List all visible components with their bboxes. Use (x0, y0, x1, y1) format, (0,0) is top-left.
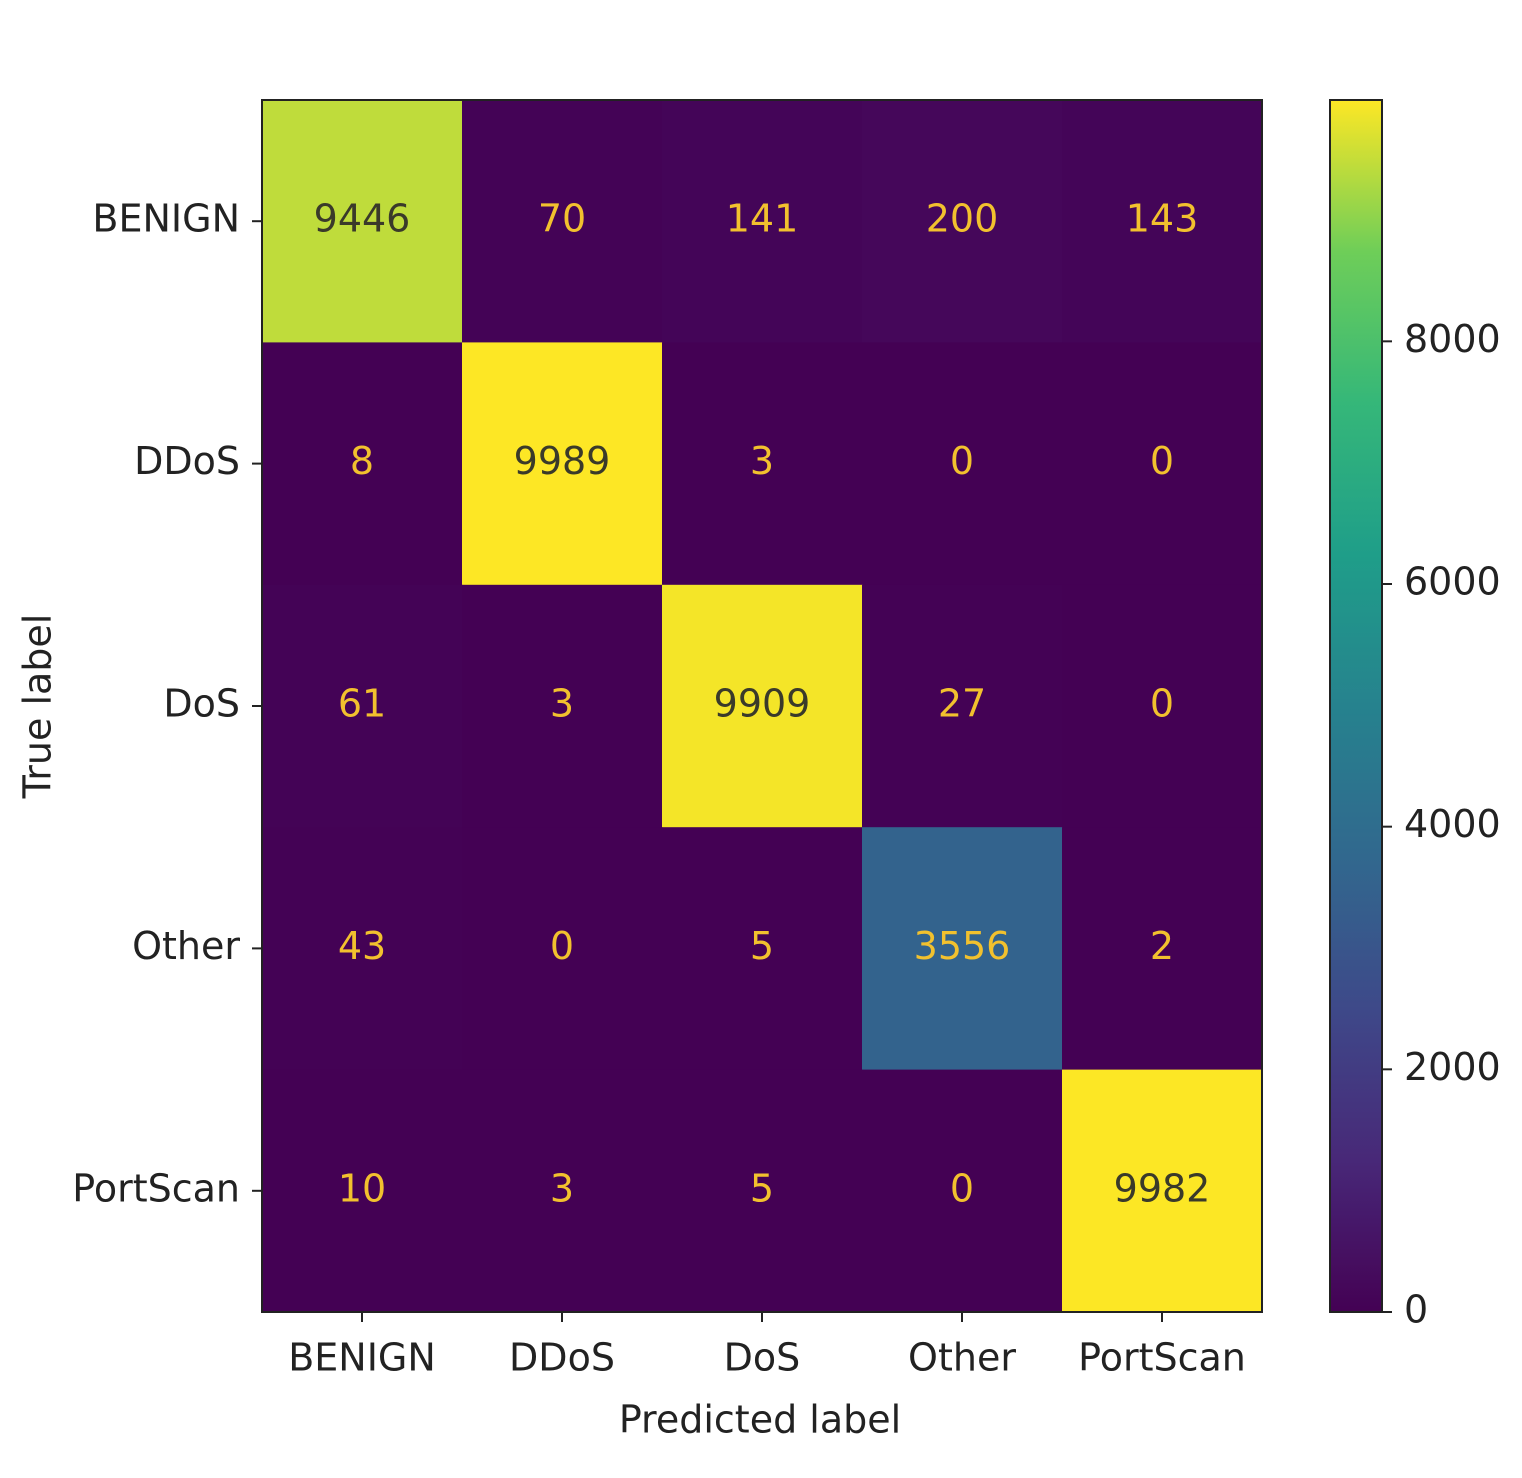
cell-value: 143 (1126, 197, 1199, 241)
colorbar-tick-label: 6000 (1404, 559, 1501, 603)
cell-value: 0 (950, 1166, 974, 1210)
y-tick-label: BENIGN (92, 197, 240, 241)
x-tick-label: DDoS (509, 1336, 615, 1380)
y-axis-label: True label (16, 614, 60, 800)
cell-value: 3 (550, 682, 574, 726)
heatmap-cell (862, 827, 1063, 1071)
x-tick-label: Other (908, 1336, 1016, 1380)
heatmap-cell (662, 584, 863, 828)
cell-value: 8 (350, 439, 374, 483)
heatmap-cell (1062, 584, 1263, 828)
cell-value: 70 (538, 197, 586, 241)
y-tick-label: DDoS (134, 439, 240, 483)
cell-value: 27 (938, 682, 986, 726)
cell-value: 61 (338, 682, 386, 726)
cell-value: 10 (338, 1166, 386, 1210)
colorbar (1329, 99, 1383, 1313)
heatmap-cell (662, 100, 863, 343)
heatmap-cell (1062, 100, 1263, 343)
heatmap-cell (462, 584, 663, 828)
heatmap-cell (462, 100, 663, 343)
heatmap-cell (862, 100, 1063, 343)
colorbar-tick-label: 2000 (1404, 1045, 1501, 1089)
heatmap-cell (262, 342, 463, 586)
colorbar-tick-label: 4000 (1404, 802, 1501, 846)
cell-value: 5 (750, 924, 774, 968)
colorbar-tick-label: 0 (1404, 1288, 1428, 1332)
cell-value: 200 (926, 197, 999, 241)
cell-value: 9989 (514, 439, 611, 483)
x-tick-label: PortScan (1078, 1336, 1246, 1380)
cell-value: 2 (1150, 924, 1174, 968)
heatmap-cell (862, 1069, 1063, 1313)
cell-value: 9982 (1114, 1166, 1211, 1210)
cell-value: 0 (1150, 682, 1174, 726)
cell-value: 43 (338, 924, 386, 968)
y-tick-label: PortScan (72, 1166, 240, 1210)
x-axis-label: Predicted label (619, 1398, 901, 1442)
heatmap-cell (462, 342, 663, 586)
y-tick-label: Other (132, 924, 240, 968)
heatmap-cell (262, 1069, 463, 1313)
heatmap-cell (662, 827, 863, 1071)
heatmap-cell (1062, 342, 1263, 586)
cell-value: 0 (1150, 439, 1174, 483)
heatmap-cell (862, 342, 1063, 586)
heatmap-cell (662, 1069, 863, 1313)
heatmap-cell (862, 584, 1063, 828)
heatmap-cell (1062, 1069, 1263, 1313)
cell-value: 5 (750, 1166, 774, 1210)
heatmap-cell (262, 584, 463, 828)
x-tick-label: BENIGN (288, 1336, 436, 1380)
x-tick-label: DoS (724, 1336, 801, 1380)
cell-value: 0 (550, 924, 574, 968)
cell-value: 9909 (714, 682, 811, 726)
cell-value: 3 (750, 439, 774, 483)
cell-value: 3 (550, 1166, 574, 1210)
cell-value: 141 (726, 197, 799, 241)
cell-value: 9446 (314, 197, 411, 241)
heatmap-cell (262, 100, 463, 343)
y-tick-label: DoS (163, 682, 240, 726)
heatmap-cell (262, 827, 463, 1071)
heatmap-cell (462, 1069, 663, 1313)
colorbar-tick-label: 8000 (1404, 317, 1501, 361)
heatmap-cell (1062, 827, 1263, 1071)
heatmap-cell (462, 827, 663, 1071)
cell-value: 3556 (914, 924, 1011, 968)
heatmap-cell (662, 342, 863, 586)
cell-value: 0 (950, 439, 974, 483)
